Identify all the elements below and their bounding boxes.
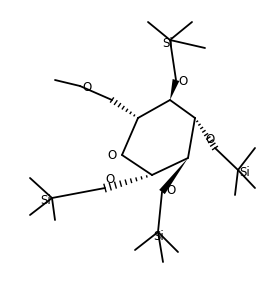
Text: Si: Si	[154, 231, 164, 243]
Text: Si: Si	[162, 37, 173, 49]
Text: O: O	[82, 80, 92, 93]
Polygon shape	[159, 158, 188, 194]
Text: O: O	[105, 172, 115, 185]
Text: O: O	[107, 149, 117, 162]
Text: Si: Si	[41, 195, 51, 208]
Text: O: O	[178, 74, 188, 87]
Text: O: O	[166, 183, 176, 197]
Text: Si: Si	[240, 166, 250, 179]
Text: O: O	[205, 133, 214, 145]
Polygon shape	[170, 79, 179, 100]
